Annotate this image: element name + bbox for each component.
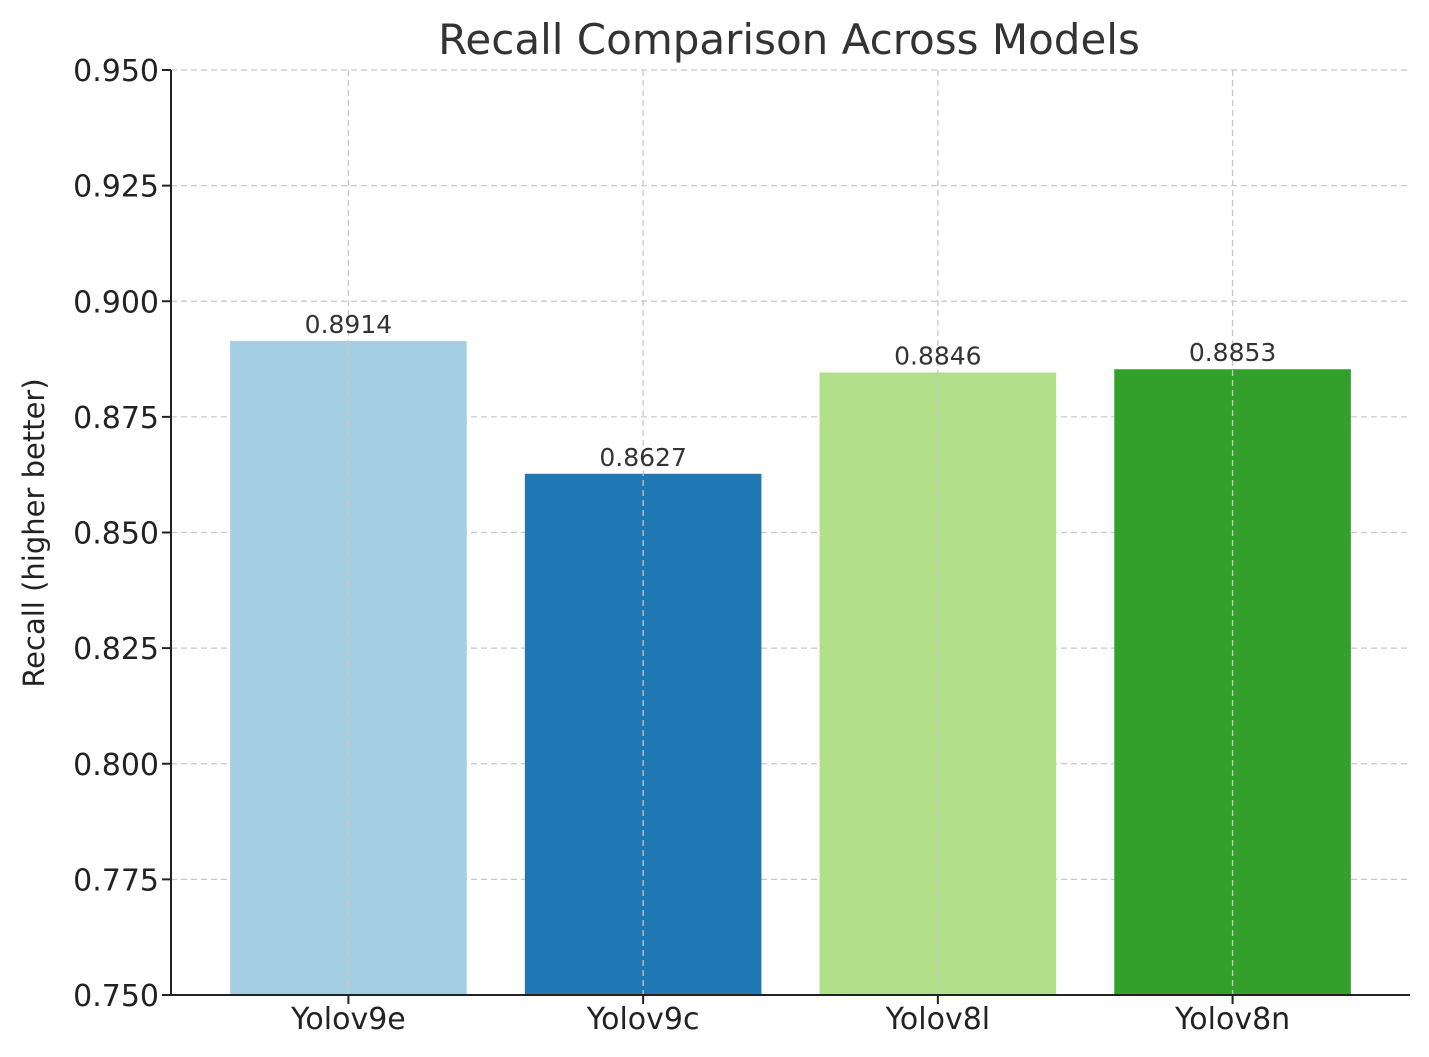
bar-value-label: 0.8846 <box>894 341 981 370</box>
y-tick-label: 0.800 <box>73 748 159 783</box>
axes <box>162 69 1410 1004</box>
tick-labels: 0.750 0.775 0.800 0.825 0.850 0.875 0.900 0.925… <box>73 54 1290 1037</box>
y-tick-label: 0.850 <box>73 517 159 552</box>
x-tick-label: Yolov9c <box>586 1002 700 1037</box>
y-tick-label: 0.750 <box>73 979 159 1014</box>
y-axis-label: Recall (higher better) <box>17 378 51 687</box>
x-tick-label: Yolov8n <box>1174 1002 1290 1037</box>
y-tick-label: 0.950 <box>73 54 159 89</box>
bar-value-label: 0.8627 <box>599 443 686 472</box>
bar-yolov9e <box>230 341 467 995</box>
bar-value-label: 0.8914 <box>305 310 392 339</box>
value-labels: 0.8914 0.8627 0.8846 0.8853 <box>305 310 1277 472</box>
chart-title: Recall Comparison Across Models <box>438 15 1140 64</box>
y-tick-label: 0.925 <box>73 170 159 205</box>
y-tick-label: 0.875 <box>73 401 159 436</box>
y-tick-label: 0.900 <box>73 285 159 320</box>
bars <box>230 70 1351 996</box>
y-tick-label: 0.825 <box>73 632 159 667</box>
y-tick-label: 0.775 <box>73 863 159 898</box>
x-tick-label: Yolov9e <box>290 1002 406 1037</box>
bar-value-label: 0.8853 <box>1189 338 1276 367</box>
x-tick-label: Yolov8l <box>885 1002 991 1037</box>
